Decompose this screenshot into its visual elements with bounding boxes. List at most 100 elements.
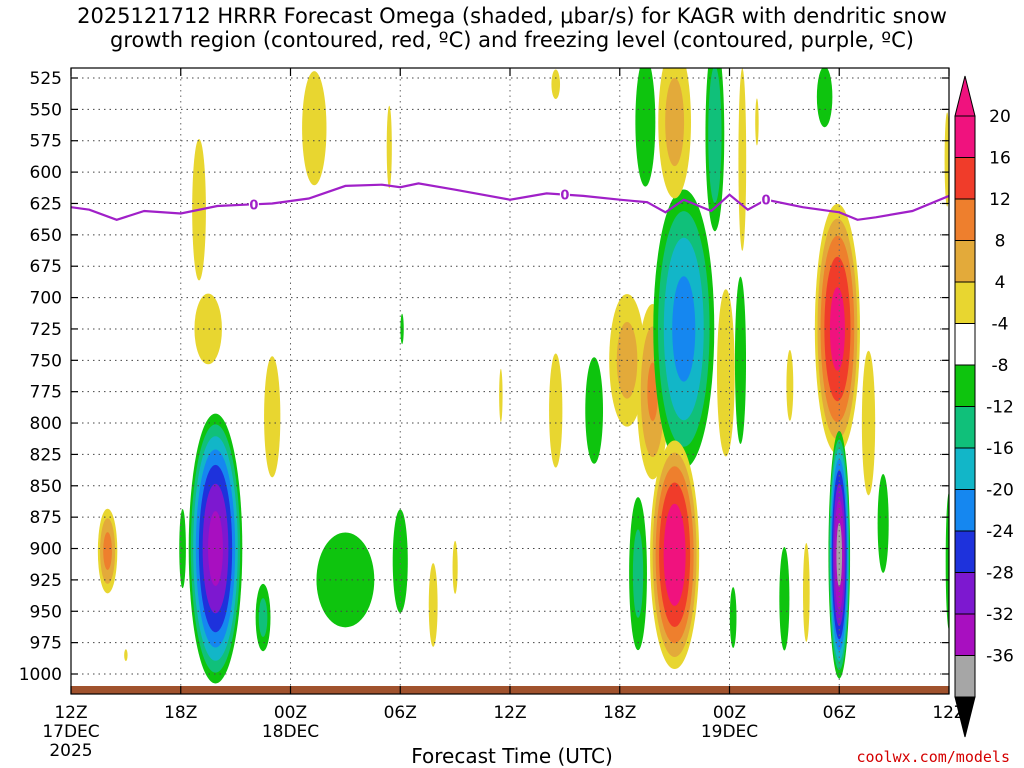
omega-cell — [551, 69, 561, 100]
omega-cell — [386, 105, 392, 189]
x-tick-label: 00Z — [274, 703, 307, 723]
omega-cell — [302, 71, 327, 186]
colorbar-label: -8 — [992, 356, 1009, 376]
omega-contour-band — [755, 98, 759, 146]
x-tick-label: 00Z — [713, 703, 746, 723]
y-tick-label: 925 — [30, 571, 62, 591]
freezing-level-line — [71, 182, 949, 221]
omega-contour-band — [549, 353, 563, 468]
y-axis: 525 550 575 600 625 650 675 700 725 750 775 800 825 8… — [19, 69, 949, 685]
omega-cell — [705, 68, 725, 232]
omega-cell — [255, 583, 271, 652]
omega-contour-band — [264, 356, 281, 478]
omega-contour-band — [738, 68, 747, 251]
omega-cell — [392, 509, 408, 613]
colorbar-bin — [954, 406, 976, 449]
colorbar-label: -24 — [986, 522, 1014, 542]
x-axis-title: Forecast Time (UTC) — [411, 744, 613, 768]
colorbar-label: 8 — [995, 232, 1006, 252]
omega-contour-band — [632, 529, 644, 618]
grid-lines — [71, 68, 949, 694]
y-tick-label: 825 — [30, 445, 62, 465]
omega-contour-band — [729, 587, 737, 648]
contour-label-bg — [559, 186, 570, 201]
y-tick-label: 625 — [30, 194, 62, 214]
omega-cell — [452, 540, 458, 594]
x-date-label: 19DEC — [701, 722, 758, 742]
colorbar-label: -16 — [986, 439, 1014, 459]
omega-contour-band — [386, 105, 392, 189]
contour-label-bg — [248, 196, 259, 211]
colorbar-label: 12 — [989, 190, 1011, 210]
omega-cell — [779, 546, 790, 651]
freezing-level-contour: 0 0 0 — [71, 182, 949, 221]
colorbar-bin — [954, 240, 976, 283]
y-tick-label: 650 — [30, 226, 62, 246]
omega-contour-band — [945, 492, 949, 630]
colorbar-label: -20 — [986, 481, 1014, 501]
omega-cell — [658, 68, 691, 199]
x-tick-label: 06Z — [384, 703, 417, 723]
omega-contour-band — [428, 563, 438, 647]
colorbar-bin — [954, 157, 976, 200]
omega-cell — [629, 497, 647, 651]
omega-cell — [499, 368, 503, 422]
colorbar-label: -36 — [986, 647, 1014, 667]
colorbar-bin — [954, 323, 976, 366]
omega-contour-band — [708, 68, 722, 203]
omega-cell — [738, 68, 747, 251]
omega-cell — [124, 649, 128, 662]
y-tick-label: 900 — [30, 540, 62, 560]
x-date-label: 17DEC — [42, 722, 99, 742]
omega-cell — [264, 356, 281, 478]
freezing-level-label: 0 — [560, 189, 569, 204]
y-tick-label: 875 — [30, 508, 62, 528]
watermark: coolwx.com/models — [856, 748, 1010, 766]
colorbar-top-arrow — [954, 75, 976, 117]
colorbar: 20 16 12 8 4 -4 -8 -12 -16 -20 -24 -28 -32 -36 — [954, 75, 1014, 738]
omega-contour-band — [452, 540, 458, 594]
omega-contour-band — [716, 289, 735, 457]
omega-cell — [179, 508, 186, 589]
colorbar-bin — [954, 447, 976, 490]
omega-cell — [877, 473, 889, 573]
omega-contour-band — [734, 276, 747, 444]
omega-cell — [316, 532, 375, 628]
omega-contour-band — [786, 350, 794, 421]
colorbar-label: -12 — [986, 398, 1014, 418]
y-tick-label: 575 — [30, 132, 62, 152]
x-tick-label: 18Z — [164, 703, 197, 723]
omega-shading — [97, 68, 949, 684]
colorbar-label: 16 — [989, 149, 1011, 169]
y-tick-label: 1000 — [19, 665, 62, 685]
colorbar-bin — [954, 364, 976, 407]
omega-contour-band — [944, 112, 949, 207]
omega-contour-band — [816, 68, 833, 128]
colorbar-bin — [954, 613, 976, 656]
y-tick-label: 975 — [30, 634, 62, 654]
omega-contour-band — [302, 71, 327, 186]
colorbar-bin — [954, 655, 976, 698]
omega-contour-band — [316, 532, 375, 628]
y-tick-label: 700 — [30, 289, 62, 309]
y-tick-label: 775 — [30, 383, 62, 403]
x-tick-label: 06Z — [823, 703, 856, 723]
omega-contour-band — [665, 77, 685, 167]
omega-contour-band — [194, 293, 222, 365]
y-tick-label: 600 — [30, 163, 62, 183]
colorbar-label: -32 — [986, 605, 1014, 625]
omega-cell — [816, 68, 833, 128]
omega-contour-band — [779, 546, 790, 651]
colorbar-label: -28 — [986, 564, 1014, 584]
omega-contour-band — [585, 357, 604, 464]
omega-cell — [786, 350, 794, 421]
omega-contour-band — [179, 508, 186, 589]
omega-contour-band — [802, 543, 810, 642]
colorbar-bin — [954, 198, 976, 241]
omega-contour-band — [258, 598, 268, 637]
colorbar-bin — [954, 489, 976, 532]
omega-cell — [828, 431, 851, 679]
colorbar-bottom-arrow — [954, 696, 976, 738]
